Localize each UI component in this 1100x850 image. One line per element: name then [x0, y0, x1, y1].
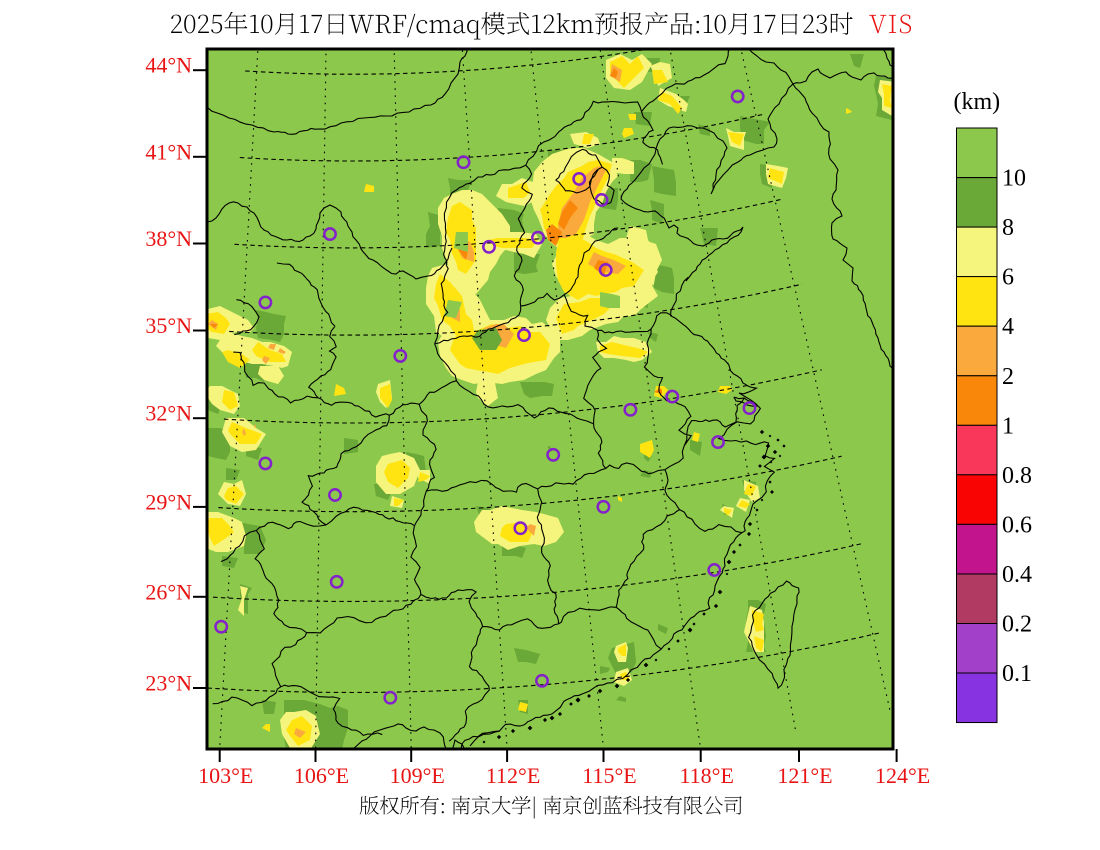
svg-text:38°N: 38°N — [145, 226, 192, 251]
svg-text:44°N: 44°N — [145, 53, 192, 78]
svg-text:118°E: 118°E — [679, 763, 733, 788]
svg-text:112°E: 112°E — [486, 763, 540, 788]
svg-text:109°E: 109°E — [390, 763, 445, 788]
svg-text:4: 4 — [1002, 314, 1014, 340]
svg-text:0.4: 0.4 — [1002, 562, 1032, 588]
svg-text:1: 1 — [1002, 413, 1014, 439]
svg-text:8: 8 — [1002, 215, 1014, 241]
svg-text:32°N: 32°N — [145, 401, 192, 426]
svg-text:106°E: 106°E — [294, 763, 349, 788]
svg-text:115°E: 115°E — [582, 763, 636, 788]
svg-text:2: 2 — [1002, 364, 1014, 390]
svg-text:23°N: 23°N — [145, 671, 192, 696]
svg-text:0.8: 0.8 — [1002, 463, 1032, 489]
svg-text:26°N: 26°N — [145, 579, 192, 604]
svg-text:29°N: 29°N — [145, 489, 192, 514]
svg-text:0.2: 0.2 — [1002, 612, 1032, 638]
svg-text:6: 6 — [1002, 265, 1014, 291]
svg-text:35°N: 35°N — [145, 313, 192, 338]
svg-text:121°E: 121°E — [777, 763, 832, 788]
svg-text:41°N: 41°N — [145, 139, 192, 164]
svg-text:0.1: 0.1 — [1002, 661, 1032, 687]
svg-text:103°E: 103°E — [198, 763, 253, 788]
svg-text:(km): (km) — [953, 89, 1000, 115]
svg-text:0.6: 0.6 — [1002, 512, 1032, 538]
svg-text:124°E: 124°E — [875, 763, 930, 788]
svg-text:10: 10 — [1002, 166, 1026, 192]
